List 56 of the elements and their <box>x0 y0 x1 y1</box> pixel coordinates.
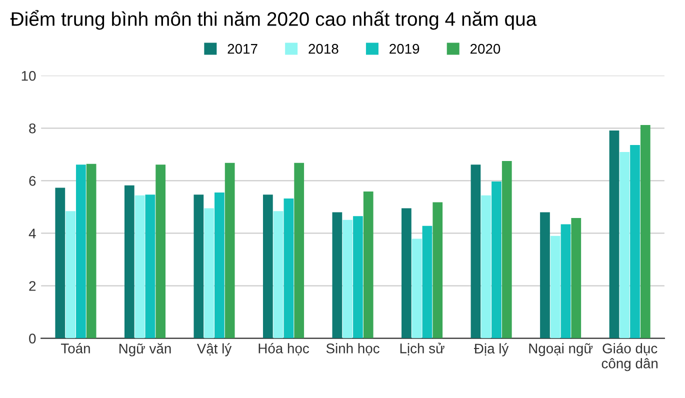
bar <box>609 130 620 338</box>
bar <box>76 164 86 338</box>
bar <box>294 162 304 338</box>
bar <box>630 144 640 338</box>
x-tick-label: Toán <box>60 343 90 354</box>
bar <box>55 188 66 338</box>
bar <box>470 164 481 338</box>
bar <box>481 195 492 338</box>
bar <box>145 194 156 338</box>
bar <box>640 125 650 338</box>
y-tick-label: 8 <box>29 123 36 134</box>
bar <box>124 185 134 338</box>
bar <box>492 181 502 338</box>
bar <box>422 226 432 338</box>
bar <box>156 164 166 338</box>
y-tick-label: 10 <box>22 70 36 81</box>
x-tick-label: Ngữ văn <box>119 343 171 356</box>
y-tick-label: 4 <box>28 228 36 238</box>
bar <box>402 208 412 338</box>
x-tick-label: Lịch sử <box>400 342 444 356</box>
bar <box>342 220 353 338</box>
legend-label: 2018 <box>308 44 338 54</box>
y-tick-label: 0 <box>29 334 36 344</box>
x-tick-label: Hóa học <box>258 343 310 356</box>
chart-title: Điểm trung bình môn thi năm 2020 cao nhất trong 4 năm qua <box>10 10 537 30</box>
bar <box>284 198 294 338</box>
bar <box>363 191 374 338</box>
x-tick-label: Sinh học <box>326 343 380 356</box>
bar <box>214 192 224 338</box>
bar <box>571 218 582 338</box>
legend-label: 2019 <box>390 44 420 54</box>
bar <box>194 194 204 338</box>
bar <box>620 152 630 338</box>
legend-label: 2020 <box>470 44 500 54</box>
bar <box>432 202 443 338</box>
bar <box>66 211 76 338</box>
bar <box>550 236 560 338</box>
bar <box>560 224 571 338</box>
bar <box>540 212 550 338</box>
bar <box>204 208 214 338</box>
bar <box>86 164 96 338</box>
bar <box>273 211 284 338</box>
bar <box>224 162 235 338</box>
legend-label: 2017 <box>228 44 258 54</box>
x-tick-label: Giáo dục công dân <box>602 343 658 372</box>
bar <box>353 216 363 338</box>
bar <box>332 212 342 338</box>
x-tick-label: Vật lý <box>196 343 232 356</box>
y-tick-label: 6 <box>29 176 36 186</box>
bar <box>502 160 512 338</box>
bar <box>412 238 422 338</box>
x-tick-label: Ngoại ngữ <box>529 343 593 356</box>
x-tick-label: Địa lý <box>474 343 509 356</box>
y-tick-label: 2 <box>29 281 36 291</box>
bar <box>262 194 273 338</box>
bar <box>134 195 145 338</box>
